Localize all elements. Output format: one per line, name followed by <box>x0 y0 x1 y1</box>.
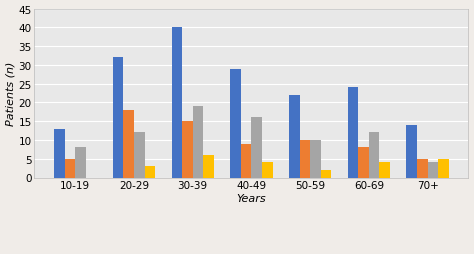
Bar <box>54 129 64 178</box>
Bar <box>75 148 86 178</box>
Bar <box>310 140 321 178</box>
Y-axis label: Patients (n): Patients (n) <box>6 62 16 126</box>
Bar <box>241 144 251 178</box>
Bar <box>300 140 310 178</box>
Bar <box>289 96 300 178</box>
Bar <box>406 125 417 178</box>
Bar <box>438 159 449 178</box>
Bar <box>64 159 75 178</box>
Bar <box>369 133 379 178</box>
Bar <box>230 69 241 178</box>
X-axis label: Years: Years <box>237 193 266 203</box>
Bar <box>379 163 390 178</box>
Bar <box>428 163 438 178</box>
Bar <box>192 107 203 178</box>
Bar <box>358 148 369 178</box>
Bar <box>145 167 155 178</box>
Bar <box>172 28 182 178</box>
Bar <box>262 163 273 178</box>
Bar <box>113 58 123 178</box>
Bar <box>203 155 214 178</box>
Bar <box>123 110 134 178</box>
Bar <box>348 88 358 178</box>
Bar <box>321 170 331 178</box>
Bar <box>134 133 145 178</box>
Bar <box>417 159 428 178</box>
Bar <box>182 122 192 178</box>
Bar <box>251 118 262 178</box>
